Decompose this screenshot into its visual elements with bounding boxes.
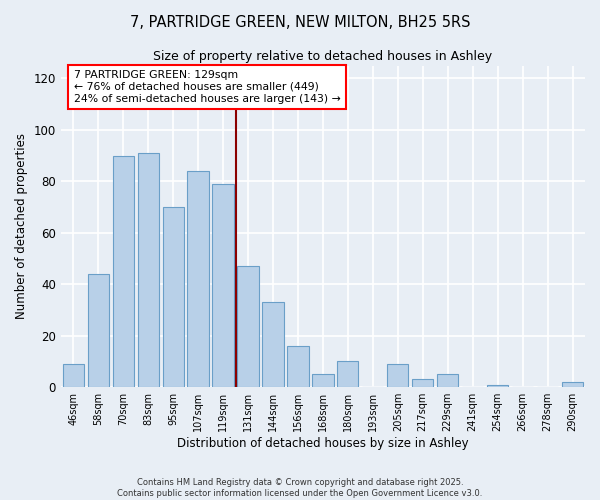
Bar	[262, 302, 284, 387]
Bar	[487, 384, 508, 387]
Text: 7 PARTRIDGE GREEN: 129sqm
← 76% of detached houses are smaller (449)
24% of semi: 7 PARTRIDGE GREEN: 129sqm ← 76% of detac…	[74, 70, 341, 104]
Title: Size of property relative to detached houses in Ashley: Size of property relative to detached ho…	[154, 50, 493, 63]
Bar	[212, 184, 233, 387]
Bar	[62, 364, 84, 387]
Bar	[562, 382, 583, 387]
Bar	[312, 374, 334, 387]
Bar	[412, 380, 433, 387]
Bar	[287, 346, 308, 387]
Bar	[187, 171, 209, 387]
Text: 7, PARTRIDGE GREEN, NEW MILTON, BH25 5RS: 7, PARTRIDGE GREEN, NEW MILTON, BH25 5RS	[130, 15, 470, 30]
Bar	[238, 266, 259, 387]
Bar	[337, 362, 358, 387]
Bar	[137, 153, 159, 387]
X-axis label: Distribution of detached houses by size in Ashley: Distribution of detached houses by size …	[177, 437, 469, 450]
Bar	[387, 364, 409, 387]
Y-axis label: Number of detached properties: Number of detached properties	[15, 134, 28, 320]
Bar	[88, 274, 109, 387]
Bar	[113, 156, 134, 387]
Bar	[163, 207, 184, 387]
Bar	[437, 374, 458, 387]
Text: Contains HM Land Registry data © Crown copyright and database right 2025.
Contai: Contains HM Land Registry data © Crown c…	[118, 478, 482, 498]
